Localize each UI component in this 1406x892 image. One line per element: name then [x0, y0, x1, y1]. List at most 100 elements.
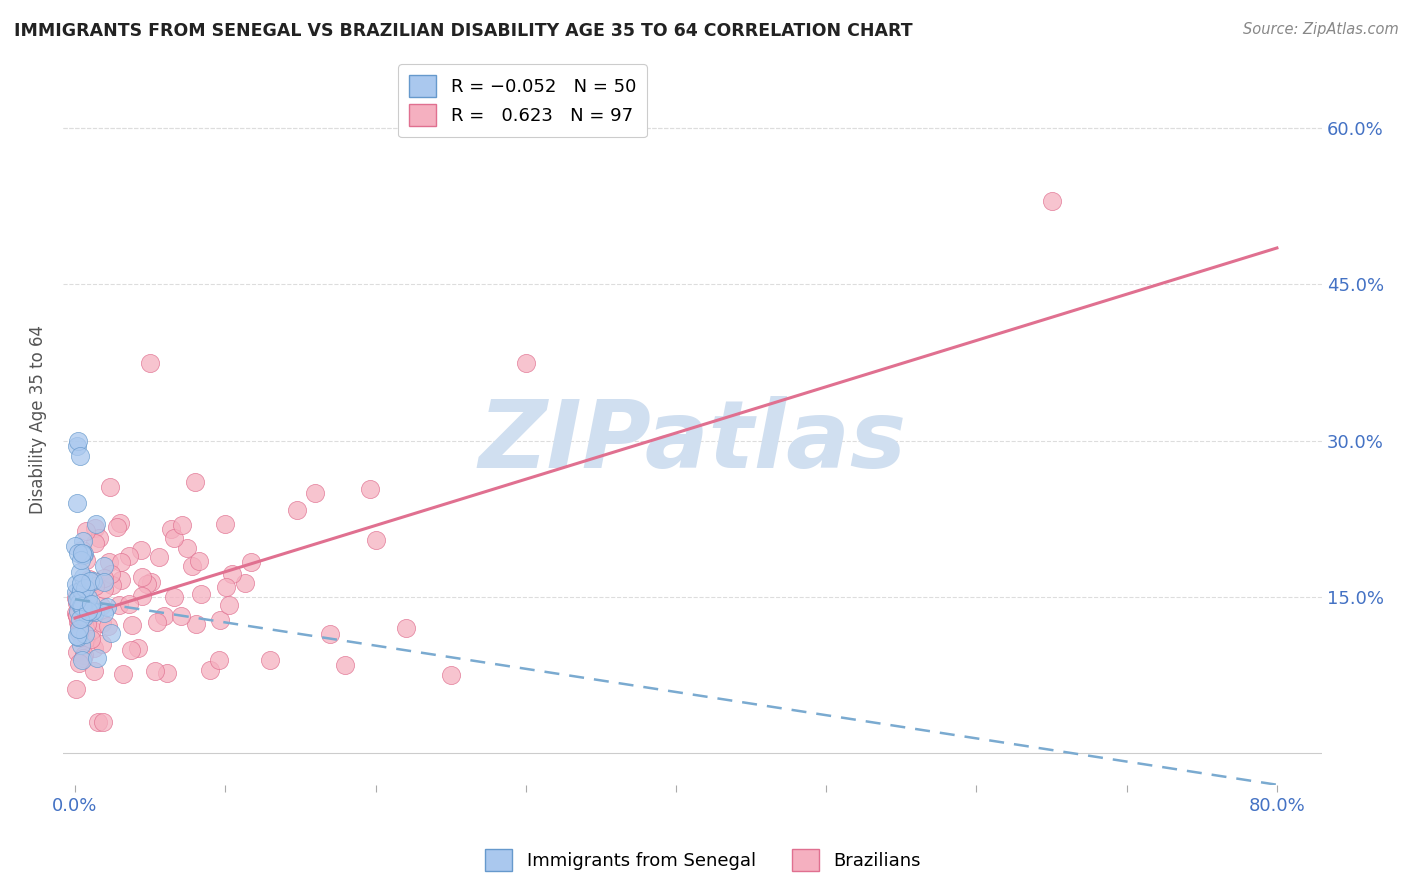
Point: [66, 645, 89, 659]
Point: [75, 524, 97, 538]
Legend: Immigrants from Senegal, Brazilians: Immigrants from Senegal, Brazilians: [478, 842, 928, 879]
Point: [77, 574, 100, 588]
Point: [69, 599, 91, 613]
Point: [93, 582, 115, 596]
Point: [319, 626, 342, 640]
Point: [80, 604, 103, 618]
Point: [118, 549, 141, 563]
Point: [156, 666, 179, 681]
Point: [89, 531, 111, 545]
Point: [84, 521, 107, 535]
Point: [67, 596, 90, 610]
Point: [69, 552, 91, 566]
Point: [65, 439, 87, 453]
Text: IMMIGRANTS FROM SENEGAL VS BRAZILIAN DISABILITY AGE 35 TO 64 CORRELATION CHART: IMMIGRANTS FROM SENEGAL VS BRAZILIAN DIS…: [14, 22, 912, 40]
Point: [180, 558, 202, 573]
Point: [111, 667, 134, 681]
Point: [72, 585, 94, 599]
Point: [110, 555, 132, 569]
Point: [98, 480, 121, 494]
Point: [65, 607, 87, 621]
Point: [75, 581, 97, 595]
Point: [160, 522, 183, 536]
Point: [170, 517, 193, 532]
Point: [72, 570, 94, 584]
Point: [285, 503, 308, 517]
Point: [209, 613, 232, 627]
Point: [135, 577, 157, 591]
Point: [440, 668, 463, 682]
Point: [65, 496, 87, 510]
Point: [70, 543, 93, 558]
Point: [184, 475, 207, 490]
Point: [215, 580, 238, 594]
Point: [65, 608, 87, 623]
Point: [141, 575, 163, 590]
Point: [90, 599, 112, 613]
Point: [184, 617, 207, 632]
Point: [108, 598, 131, 612]
Point: [72, 549, 94, 563]
Point: [72, 653, 94, 667]
Point: [91, 638, 114, 652]
Point: [67, 590, 90, 604]
Point: [70, 576, 93, 591]
Point: [83, 535, 105, 549]
Point: [93, 606, 115, 620]
Point: [127, 641, 149, 656]
Point: [96, 600, 118, 615]
Point: [69, 638, 91, 652]
Point: [73, 610, 96, 624]
Point: [83, 576, 105, 591]
Point: [108, 516, 131, 530]
Point: [105, 520, 128, 534]
Point: [218, 598, 240, 612]
Point: [75, 553, 97, 567]
Point: [80, 597, 103, 611]
Point: [76, 617, 98, 632]
Point: [139, 356, 162, 370]
Point: [239, 555, 262, 569]
Point: [208, 653, 231, 667]
Point: [72, 600, 94, 615]
Point: [120, 643, 142, 657]
Point: [187, 554, 209, 568]
Point: [93, 559, 115, 574]
Point: [83, 665, 105, 679]
Point: [65, 539, 87, 553]
Point: [1040, 194, 1063, 208]
Point: [65, 576, 87, 591]
Point: [69, 565, 91, 579]
Point: [73, 626, 96, 640]
Point: [129, 542, 152, 557]
Point: [176, 541, 198, 556]
Point: [72, 533, 94, 548]
Point: [69, 582, 91, 597]
Point: [83, 605, 105, 619]
Point: [75, 594, 97, 608]
Point: [190, 587, 212, 601]
Point: [69, 450, 91, 464]
Point: [67, 434, 90, 448]
Point: [82, 574, 104, 589]
Point: [131, 570, 153, 584]
Point: [77, 602, 100, 616]
Point: [77, 599, 100, 613]
Text: ZIPatlas: ZIPatlas: [478, 396, 907, 488]
Text: Source: ZipAtlas.com: Source: ZipAtlas.com: [1243, 22, 1399, 37]
Point: [91, 715, 114, 730]
Point: [80, 632, 103, 647]
Point: [66, 629, 89, 643]
Point: [66, 593, 89, 607]
Point: [214, 517, 236, 532]
Point: [110, 573, 132, 587]
Point: [101, 578, 124, 592]
Point: [97, 619, 120, 633]
Point: [394, 621, 416, 635]
Point: [65, 591, 87, 605]
Point: [66, 596, 89, 610]
Point: [359, 482, 381, 496]
Point: [79, 574, 101, 588]
Point: [66, 546, 89, 560]
Point: [67, 619, 90, 633]
